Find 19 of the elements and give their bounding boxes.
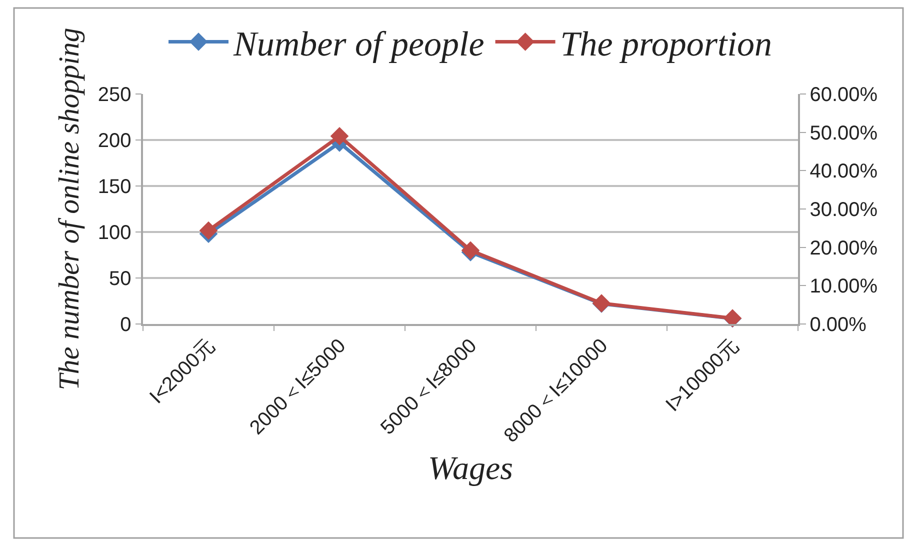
y-tick-label: 250 <box>98 84 132 106</box>
point <box>200 222 218 240</box>
y-tick-label: 0 <box>120 314 132 336</box>
x-axis-title: Wages <box>428 451 513 488</box>
y2-tick-label: 50.00% <box>810 122 878 144</box>
y2-tick-label: 10.00% <box>810 276 878 298</box>
legend-label: The proportion <box>560 24 772 64</box>
y2-tick-label: 30.00% <box>810 199 878 221</box>
y-tick-label: 100 <box>98 222 132 244</box>
y-tick-label: 150 <box>98 176 132 198</box>
y2-tick-label: 60.00% <box>810 84 878 106</box>
y-axis-title: The number of online shopping <box>54 28 86 390</box>
y-tick-label: 200 <box>98 130 132 152</box>
y2-tick-label: 40.00% <box>810 160 878 183</box>
y2-tick-label: 0.00% <box>810 314 867 336</box>
legend-label: Number of people <box>232 24 484 64</box>
point <box>330 127 348 146</box>
y2-tick-label: 20.00% <box>810 237 878 260</box>
y-tick-label: 50 <box>109 268 132 290</box>
